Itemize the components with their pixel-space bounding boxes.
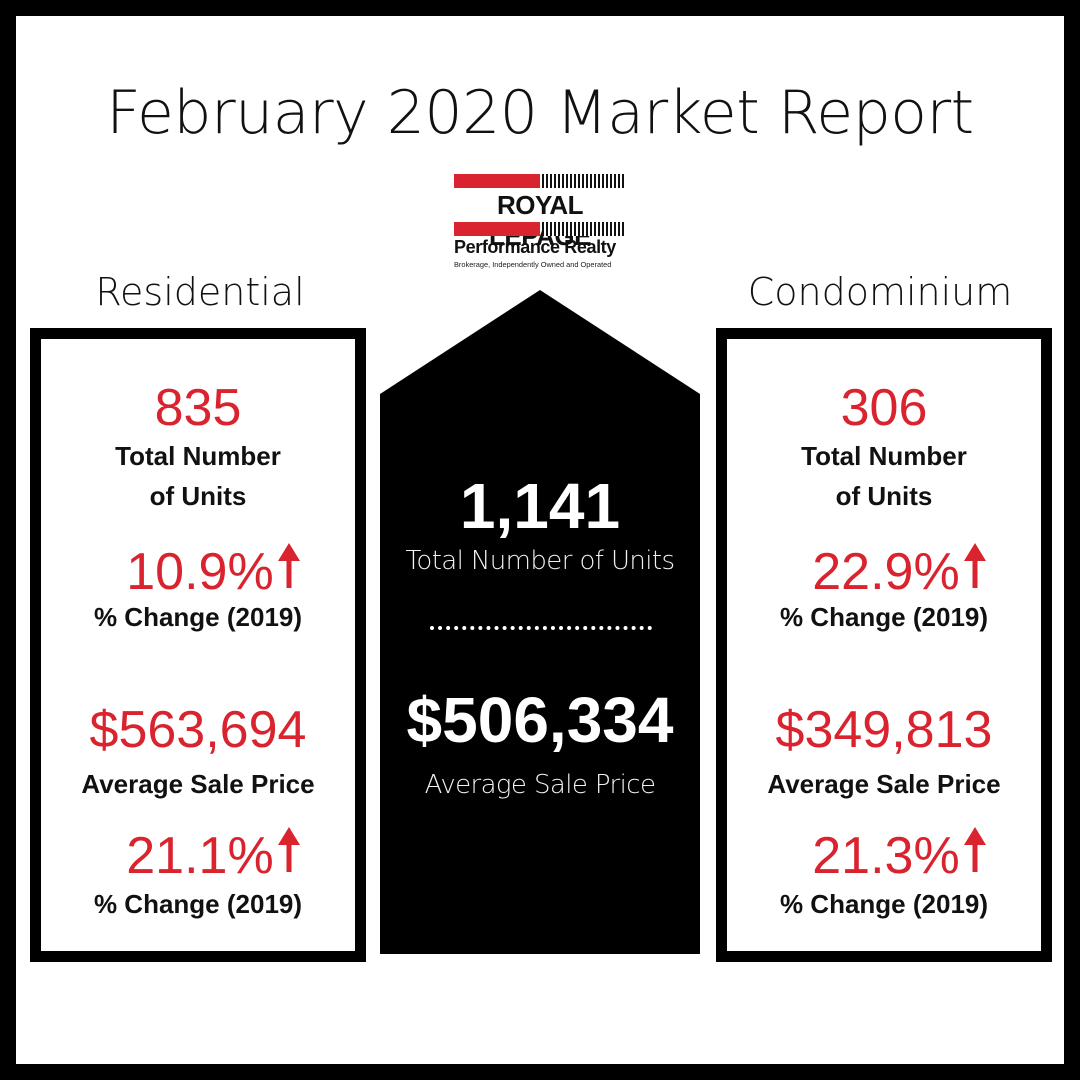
logo-top-bar (454, 174, 626, 188)
condominium-panel: 306 Total Number of Units 22.9% % Change… (716, 328, 1052, 962)
logo-middle-bar (454, 222, 626, 236)
residential-units-label-2: of Units (149, 481, 247, 511)
logo-tagline: Brokerage, Independently Owned and Opera… (454, 260, 612, 269)
center-house-shape (380, 290, 700, 954)
condominium-heading: Condominium (747, 270, 1013, 314)
logo-office-name: Performance Realty (454, 237, 616, 257)
condominium-units-label-2: of Units (835, 481, 933, 511)
condominium-units-label-1: Total Number (801, 441, 967, 471)
arrow-up-icon (277, 827, 300, 872)
residential-units-label-1: Total Number (115, 441, 281, 471)
royal-lepage-logo: ROYAL LEPAGE Performance Realty Brokerag… (454, 174, 626, 274)
residential-price-change-label: % Change (2019) (93, 889, 303, 919)
residential-heading: Residential (95, 270, 305, 314)
condominium-units-change-row: 22.9% (727, 541, 1041, 598)
condominium-price-label: Average Sale Price (767, 769, 1001, 799)
arrow-up-icon (277, 543, 300, 588)
dotted-divider (430, 626, 652, 630)
condominium-price: $349,813 (775, 701, 993, 759)
residential-price: $563,694 (89, 701, 307, 759)
residential-units-change: 10.9% (126, 543, 274, 601)
condominium-price-change-row: 21.3% (727, 825, 1041, 882)
arrow-up-icon (963, 827, 986, 872)
residential-units-change-row: 10.9% (41, 541, 355, 598)
condominium-units-change: 22.9% (812, 543, 960, 601)
residential-units-change-label: % Change (2019) (93, 602, 303, 632)
total-units-label: Total Number of Units (405, 546, 676, 576)
arrow-up-icon (963, 543, 986, 588)
condominium-price-change-label: % Change (2019) (779, 889, 989, 919)
condominium-units-change-label: % Change (2019) (779, 602, 989, 632)
condominium-units: 306 (840, 379, 928, 437)
total-units: 1,141 (459, 470, 621, 542)
residential-price-label: Average Sale Price (81, 769, 315, 799)
total-price: $506,334 (406, 684, 674, 756)
residential-price-change-row: 21.1% (41, 825, 355, 882)
residential-units: 835 (154, 379, 242, 437)
page-title: February 2020 Market Report (106, 78, 974, 148)
total-price-label: Average Sale Price (424, 770, 656, 800)
residential-panel: 835 Total Number of Units 10.9% % Change… (30, 328, 366, 962)
condominium-price-change: 21.3% (812, 827, 960, 885)
residential-price-change: 21.1% (126, 827, 274, 885)
